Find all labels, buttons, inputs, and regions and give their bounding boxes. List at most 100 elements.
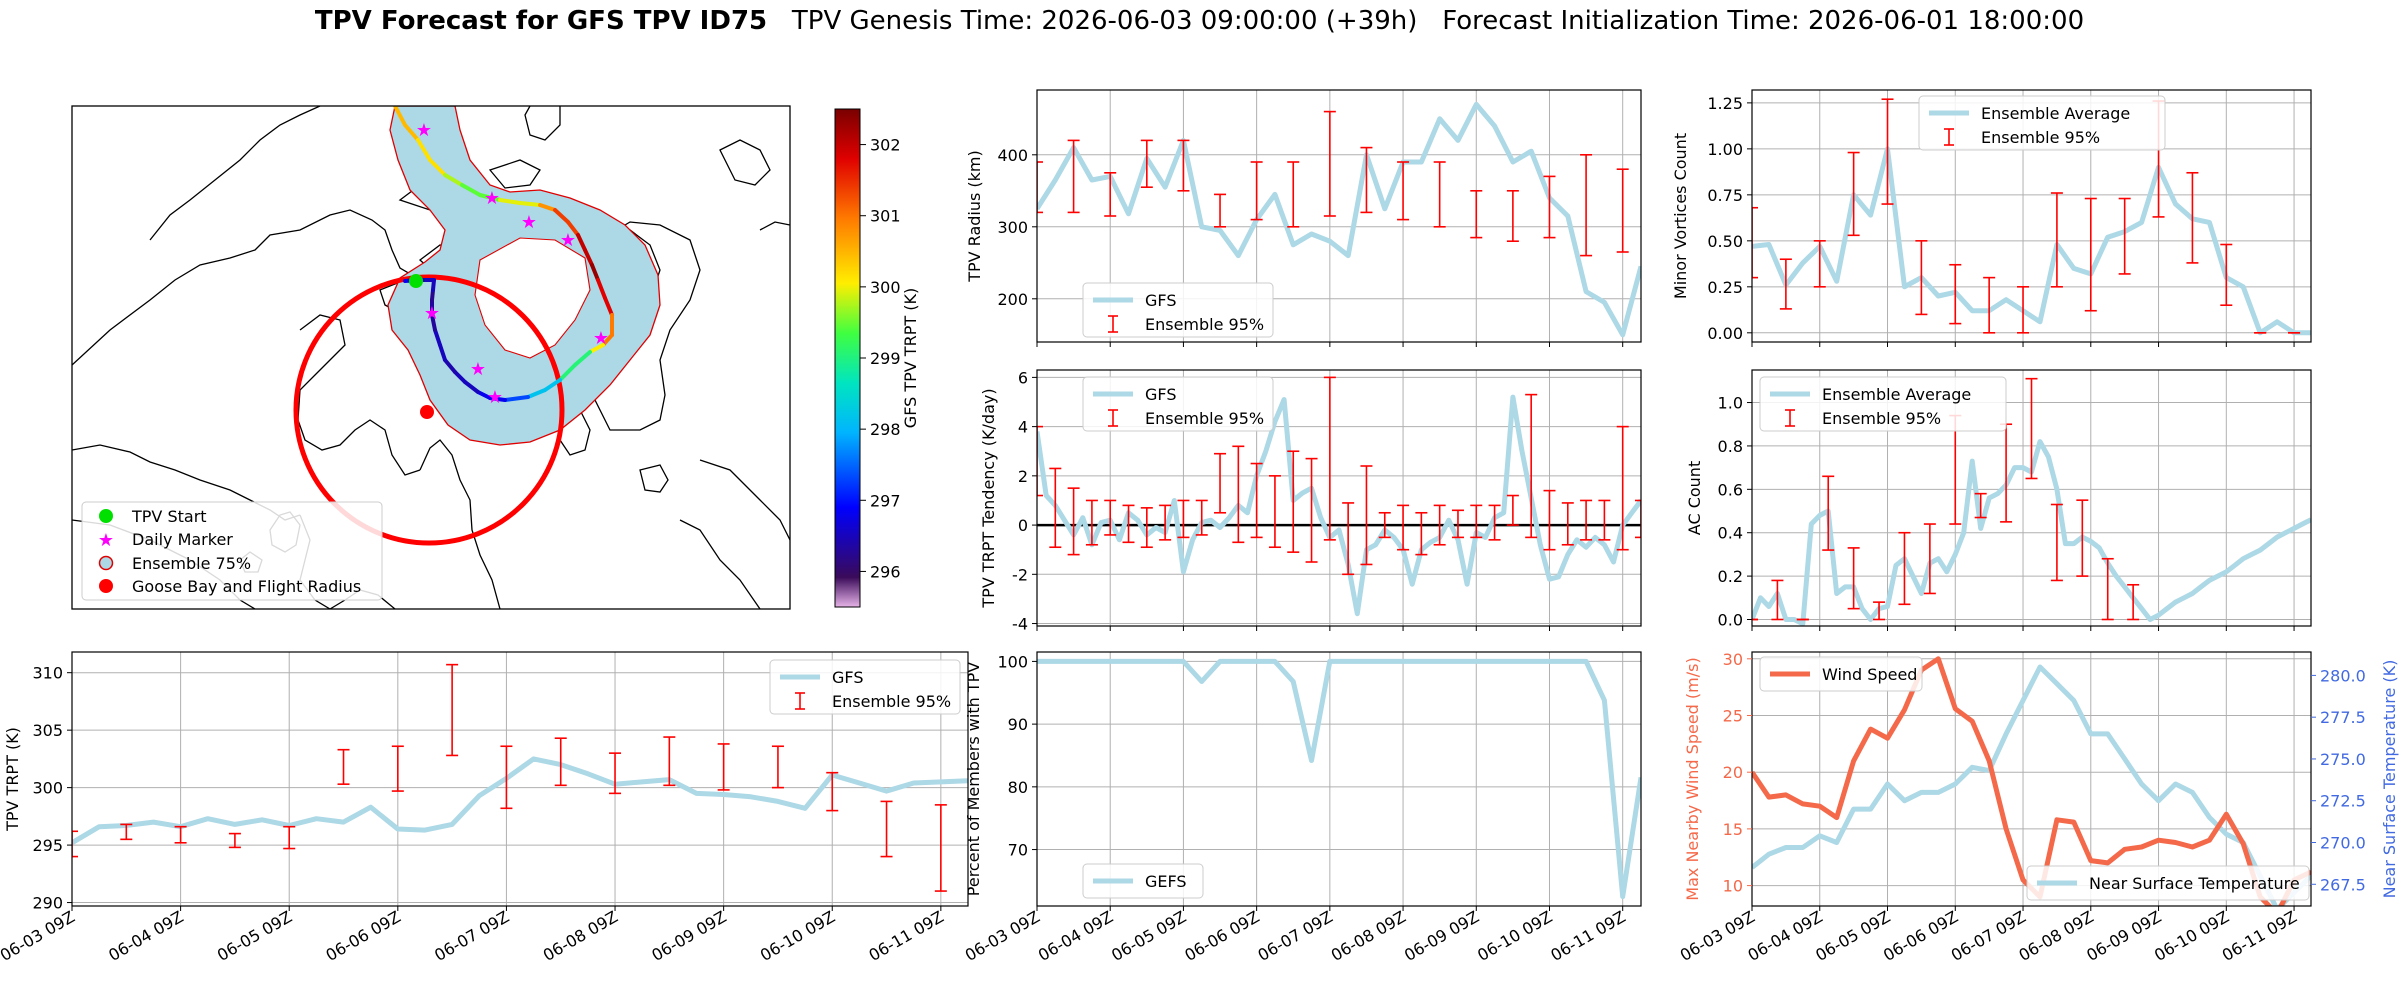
- track-segment: [438, 343, 447, 362]
- daily-marker-star: ★: [424, 303, 440, 324]
- ytick-label: 0: [1018, 516, 1028, 535]
- ensemble-errorbar: [1232, 445, 1245, 544]
- ensemble-errorbar: [1305, 457, 1318, 563]
- legend-label: GEFS: [1145, 872, 1187, 891]
- ensemble-errorbar: [1771, 579, 1784, 621]
- ensemble-errorbar: [1323, 376, 1336, 541]
- xtick-label: 06-06 09Z: [323, 907, 404, 965]
- ytick-label: 0.2: [1718, 567, 1743, 586]
- ensemble-errorbar: [1813, 240, 1826, 288]
- track-segment: [526, 388, 547, 399]
- daily-marker-star: ★: [470, 359, 486, 380]
- trpt-panel: 290 295 300 305 310 TPV TRPT (K) 06-03 09Z 06-0…: [0, 651, 969, 965]
- legend-label: Ensemble 95%: [1822, 409, 1941, 428]
- ensemble-errorbar: [337, 748, 350, 785]
- ensemble-errorbar: [391, 745, 404, 792]
- track-segment: [443, 358, 457, 374]
- ytick-label: 0.50: [1707, 232, 1743, 251]
- tendency-panel: -4 -2 0 2 4 6 TPV TRPT Tendency (K/day) GFS Ense…: [979, 368, 1642, 634]
- ensemble-errorbar: [1085, 499, 1098, 546]
- tpv-start-point: [409, 274, 423, 288]
- legend-label: Ensemble 95%: [1145, 409, 1264, 428]
- legend-label: GFS: [832, 668, 863, 687]
- xtick-label: 06-11 09Z: [1547, 907, 1628, 965]
- ylabel: TPV TRPT Tendency (K/day): [979, 388, 998, 608]
- gefs-members-line: [1037, 658, 1641, 900]
- ytick-label: 0.8: [1718, 437, 1743, 456]
- ytick-label: 15: [1723, 820, 1743, 839]
- ensemble-errorbar: [1470, 504, 1483, 539]
- legend-goose-bay: Goose Bay and Flight Radius: [132, 577, 361, 596]
- map-panel: ★★★★★★★★ TPV Start ★ Daily Marker Ensemb…: [71, 105, 920, 610]
- members-panel: 70 80 90 100 Percent of Members with TPV 06-0…: [962, 651, 1642, 965]
- legend-label: Ensemble Average: [1822, 385, 1971, 404]
- ensemble-errorbar: [1104, 499, 1117, 536]
- track-segment: [603, 296, 614, 317]
- legend-label: Ensemble 95%: [1145, 315, 1264, 334]
- ytick-label: -4: [1012, 615, 1028, 634]
- ytick-label: 80: [1008, 778, 1028, 797]
- xtick-label: 06-06 09Z: [1880, 907, 1961, 965]
- legend: GFS Ensemble 95%: [769, 659, 961, 715]
- ylabel: Minor Vortices Count: [1671, 133, 1690, 299]
- daily-marker-star: ★: [487, 387, 503, 408]
- xtick-label: 06-08 09Z: [1328, 907, 1409, 965]
- colorbar-tick-label: 299: [870, 349, 901, 368]
- ensemble-errorbar: [1049, 467, 1062, 549]
- axes-frame: [1036, 89, 1642, 343]
- ensemble-errorbar: [880, 800, 893, 858]
- ylabel: AC Count: [1685, 461, 1704, 535]
- ensemble-errorbar: [1983, 276, 1996, 334]
- map-frame: [71, 105, 791, 610]
- ytick-right-label: 275.0: [2320, 750, 2366, 769]
- ytick-label: 0.00: [1707, 324, 1743, 343]
- ensemble-errorbar: [120, 823, 133, 841]
- xtick-label: 06-06 09Z: [1181, 907, 1262, 965]
- track-segment: [538, 203, 557, 212]
- track-segment: [478, 193, 502, 202]
- ytick-label: 4: [1018, 418, 1028, 437]
- legend: Wind Speed: [1759, 656, 1923, 692]
- gfs-radius-line: [1037, 101, 1641, 338]
- legend: Ensemble Average Ensemble 95%: [1918, 95, 2166, 151]
- ytick-label: 100: [997, 652, 1028, 671]
- ensemble-errorbar: [1214, 193, 1227, 228]
- map-legend: TPV Start ★ Daily Marker Ensemble 75% Go…: [81, 501, 383, 601]
- ensemble-errorbar: [934, 804, 947, 892]
- ensemble-errorbar: [1616, 425, 1629, 551]
- ensemble-errorbar: [1433, 161, 1446, 228]
- colorbar-tick-label: 302: [870, 136, 901, 155]
- tpv-track: [393, 106, 614, 402]
- ensemble-errorbar: [1397, 161, 1410, 221]
- track-segment: [393, 106, 407, 127]
- ensemble-errorbar: [72, 830, 78, 858]
- ensemble-errorbar: [1433, 504, 1446, 546]
- ytick-label: 400: [997, 146, 1028, 165]
- ensemble-errorbar: [1195, 499, 1208, 536]
- xtick-label: 06-07 09Z: [1948, 907, 2029, 965]
- legend-label: Wind Speed: [1822, 665, 1917, 684]
- ylabel: Max Nearby Wind Speed (m/s): [1683, 657, 1702, 900]
- ytick-right-label: 270.0: [2320, 834, 2366, 853]
- minor-vortices-average-line: [1752, 146, 2311, 336]
- track-segment: [553, 208, 570, 224]
- title-bold: TPV Forecast for GFS TPV ID75: [314, 6, 768, 36]
- ytick-label: 0.6: [1718, 480, 1743, 499]
- plot-area: [72, 663, 968, 892]
- ensemble-errorbar: [1822, 475, 1835, 551]
- ytick-label: 2: [1018, 467, 1028, 486]
- ytick-label: 1.0: [1718, 394, 1743, 413]
- xtick-label: 06-09 09Z: [2083, 907, 2164, 965]
- ensemble-errorbar: [1177, 139, 1190, 192]
- ytick-label: 290: [32, 894, 63, 913]
- ensemble-errorbar: [554, 737, 567, 787]
- ensemble-errorbar: [2186, 171, 2199, 264]
- ensemble-errorbar: [1140, 507, 1153, 549]
- xtick-label: 06-07 09Z: [1255, 907, 1336, 965]
- ensemble-errorbar: [1580, 499, 1593, 541]
- ensemble-errorbar: [1067, 487, 1080, 556]
- ensemble-errorbar: [1268, 475, 1281, 549]
- track-segment: [573, 350, 592, 367]
- legend: Ensemble Average Ensemble 95%: [1759, 376, 2007, 432]
